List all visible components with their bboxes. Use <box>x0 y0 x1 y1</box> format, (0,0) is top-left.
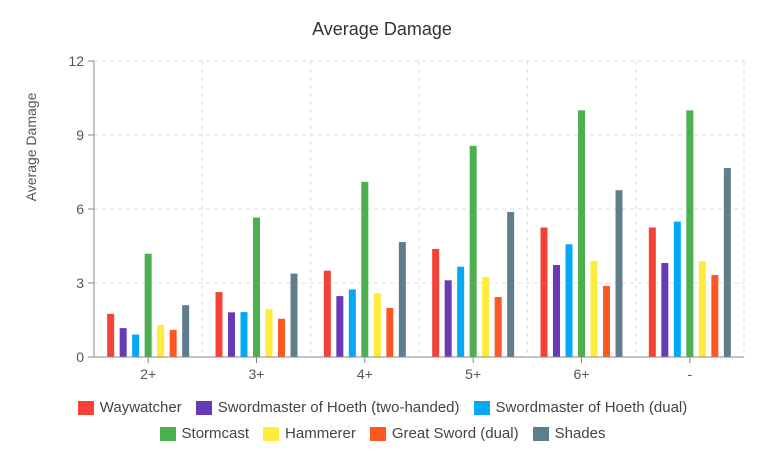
bar[interactable] <box>507 211 515 357</box>
legend-item[interactable]: Hammerer <box>263 421 356 447</box>
bar[interactable] <box>686 110 694 357</box>
legend-item[interactable]: Great Sword (dual) <box>369 421 519 447</box>
legend-swatch <box>473 401 490 415</box>
x-tick-label: 3+ <box>249 366 265 382</box>
gridlines <box>94 60 745 357</box>
bar[interactable] <box>398 242 406 357</box>
bar[interactable] <box>278 318 285 357</box>
bar[interactable] <box>215 292 223 357</box>
bar[interactable] <box>323 270 331 357</box>
bar[interactable] <box>336 296 344 357</box>
bar[interactable] <box>723 168 731 357</box>
bar[interactable] <box>494 297 502 357</box>
bar[interactable] <box>540 227 548 358</box>
bar[interactable] <box>144 253 152 357</box>
bar[interactable] <box>661 263 669 357</box>
legend-row: Stormcast Hammerer Great Sword (dual) Shade… <box>0 421 765 447</box>
bar[interactable] <box>469 145 477 357</box>
bar[interactable] <box>386 307 394 357</box>
y-axis-label: Average Damage <box>23 92 39 201</box>
legend-swatch <box>195 401 212 415</box>
bar[interactable] <box>578 110 585 357</box>
bar[interactable] <box>107 313 115 357</box>
legend-swatch <box>532 427 549 441</box>
legend-swatch <box>159 427 176 441</box>
bar[interactable] <box>373 293 381 357</box>
bar[interactable] <box>482 277 490 357</box>
bar[interactable] <box>673 221 681 357</box>
x-tick-label: - <box>687 366 692 382</box>
bar[interactable] <box>253 217 260 357</box>
legend: Waywatcher Swordmaster of Hoeth (two-hand… <box>0 395 765 447</box>
bar[interactable] <box>290 273 298 357</box>
legend-item[interactable]: Swordmaster of Hoeth (two-handed) <box>195 395 460 421</box>
x-tick-label: 2+ <box>140 366 156 382</box>
bar[interactable] <box>444 280 452 357</box>
bar[interactable] <box>132 334 140 357</box>
legend-swatch <box>77 401 94 415</box>
bar[interactable] <box>648 227 656 358</box>
legend-label: Swordmaster of Hoeth (dual) <box>495 399 688 416</box>
bar[interactable] <box>432 248 440 357</box>
axes: 0 3 6 9 12 2+ 3+ 4+ 5+ 6+ - <box>68 53 744 382</box>
legend-item[interactable]: Shades <box>532 421 606 447</box>
legend-item[interactable]: Stormcast <box>159 421 250 447</box>
legend-label: Stormcast <box>181 425 250 442</box>
bar[interactable] <box>615 190 623 357</box>
legend-label: Hammerer <box>285 425 356 442</box>
bar[interactable] <box>348 289 356 357</box>
x-tick-label: 4+ <box>357 366 373 382</box>
bar[interactable] <box>457 266 465 357</box>
bar[interactable] <box>240 312 248 357</box>
bar[interactable] <box>711 275 719 357</box>
y-tick-label: 6 <box>76 201 84 217</box>
bar[interactable] <box>182 305 190 357</box>
y-tick-label: 3 <box>76 275 84 291</box>
legend-label: Waywatcher <box>99 399 182 416</box>
legend-label: Swordmaster of Hoeth (two-handed) <box>217 399 460 416</box>
bar[interactable] <box>603 285 610 357</box>
x-tick-label: 6+ <box>574 366 590 382</box>
bars-group <box>107 110 731 357</box>
bar[interactable] <box>169 329 177 357</box>
bar[interactable] <box>265 309 273 357</box>
legend-row: Waywatcher Swordmaster of Hoeth (two-hand… <box>0 395 765 421</box>
y-tick-label: 0 <box>76 349 84 365</box>
bar-chart: Average Damage Average Damage 0 3 6 9 12 2+ 3+… <box>23 19 745 382</box>
bar[interactable] <box>590 261 598 357</box>
chart-title: Average Damage <box>312 19 452 39</box>
y-tick-label: 9 <box>76 127 84 143</box>
legend-swatch <box>369 427 386 441</box>
legend-label: Shades <box>554 425 606 442</box>
legend-swatch <box>263 427 280 441</box>
bar[interactable] <box>157 324 165 357</box>
legend-item[interactable]: Waywatcher <box>77 395 182 421</box>
x-tick-label: 5+ <box>465 366 481 382</box>
bar[interactable] <box>361 181 369 357</box>
bar[interactable] <box>553 264 560 357</box>
bar[interactable] <box>698 261 706 357</box>
legend-label: Great Sword (dual) <box>391 425 519 442</box>
y-tick-label: 12 <box>68 53 84 69</box>
legend-item[interactable]: Swordmaster of Hoeth (dual) <box>473 395 688 421</box>
bar[interactable] <box>565 244 573 357</box>
bar[interactable] <box>119 328 127 357</box>
bar[interactable] <box>228 312 235 357</box>
